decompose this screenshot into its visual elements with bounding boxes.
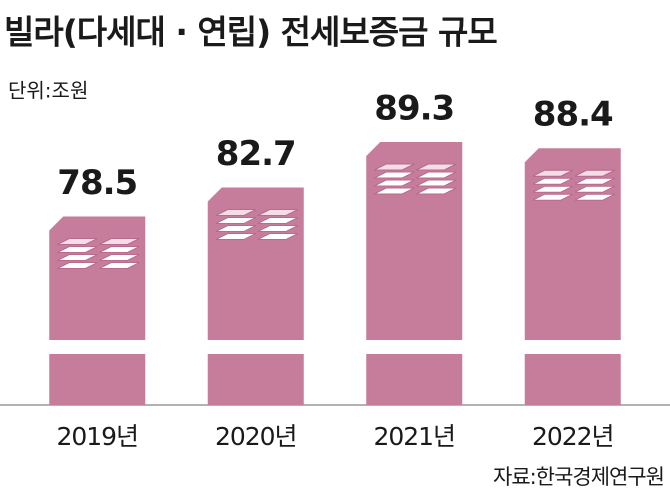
- money-top: [99, 238, 140, 246]
- value-label: 78.5: [57, 163, 137, 203]
- money-sheet: [374, 179, 415, 187]
- chart-title: 빌라(다세대 · 연립) 전세보증금 규모: [4, 13, 497, 52]
- value-label: 88.4: [533, 95, 613, 135]
- x-tick-label: 2019년: [56, 422, 138, 451]
- money-top: [374, 163, 415, 171]
- money-sheet: [215, 217, 256, 225]
- money-sheet: [416, 179, 457, 187]
- money-sheet: [532, 193, 573, 201]
- money-sheet: [532, 185, 573, 193]
- money-sheet: [374, 187, 415, 195]
- money-sheet: [215, 225, 256, 233]
- money-sheet: [374, 171, 415, 179]
- money-top: [416, 163, 457, 171]
- money-sheet: [57, 262, 98, 270]
- money-sheet: [257, 225, 298, 233]
- money-sheet: [99, 254, 140, 262]
- axis-break: [365, 340, 464, 354]
- value-label: 82.7: [216, 134, 296, 174]
- money-sheet: [215, 233, 256, 241]
- money-top: [215, 209, 256, 217]
- x-tick-label: 2021년: [373, 422, 455, 451]
- money-icon: [532, 169, 615, 201]
- money-sheet: [532, 177, 573, 185]
- money-top: [57, 238, 98, 246]
- money-sheet: [257, 217, 298, 225]
- money-sheet: [574, 193, 615, 201]
- money-sheet: [57, 254, 98, 262]
- money-top: [257, 209, 298, 217]
- money-sheet: [416, 171, 457, 179]
- money-icon: [57, 238, 140, 270]
- x-tick-label: 2022년: [532, 422, 614, 451]
- money-sheet: [574, 185, 615, 193]
- money-sheet: [99, 246, 140, 254]
- unit-label: 단위:조원: [8, 79, 88, 103]
- value-label: 89.3: [374, 89, 454, 129]
- money-sheet: [257, 233, 298, 241]
- money-icon: [215, 209, 298, 241]
- money-sheet: [99, 262, 140, 270]
- axis-break: [206, 340, 305, 354]
- money-top: [532, 169, 573, 177]
- money-sheet: [574, 177, 615, 185]
- money-top: [574, 169, 615, 177]
- axis-break: [523, 340, 622, 354]
- bar: [366, 142, 463, 405]
- money-sheet: [57, 246, 98, 254]
- x-tick-label: 2020년: [215, 422, 297, 451]
- source: 자료:한국경제연구원: [493, 465, 664, 489]
- money-sheet: [416, 187, 457, 195]
- money-icon: [374, 163, 457, 195]
- axis-break: [48, 340, 147, 354]
